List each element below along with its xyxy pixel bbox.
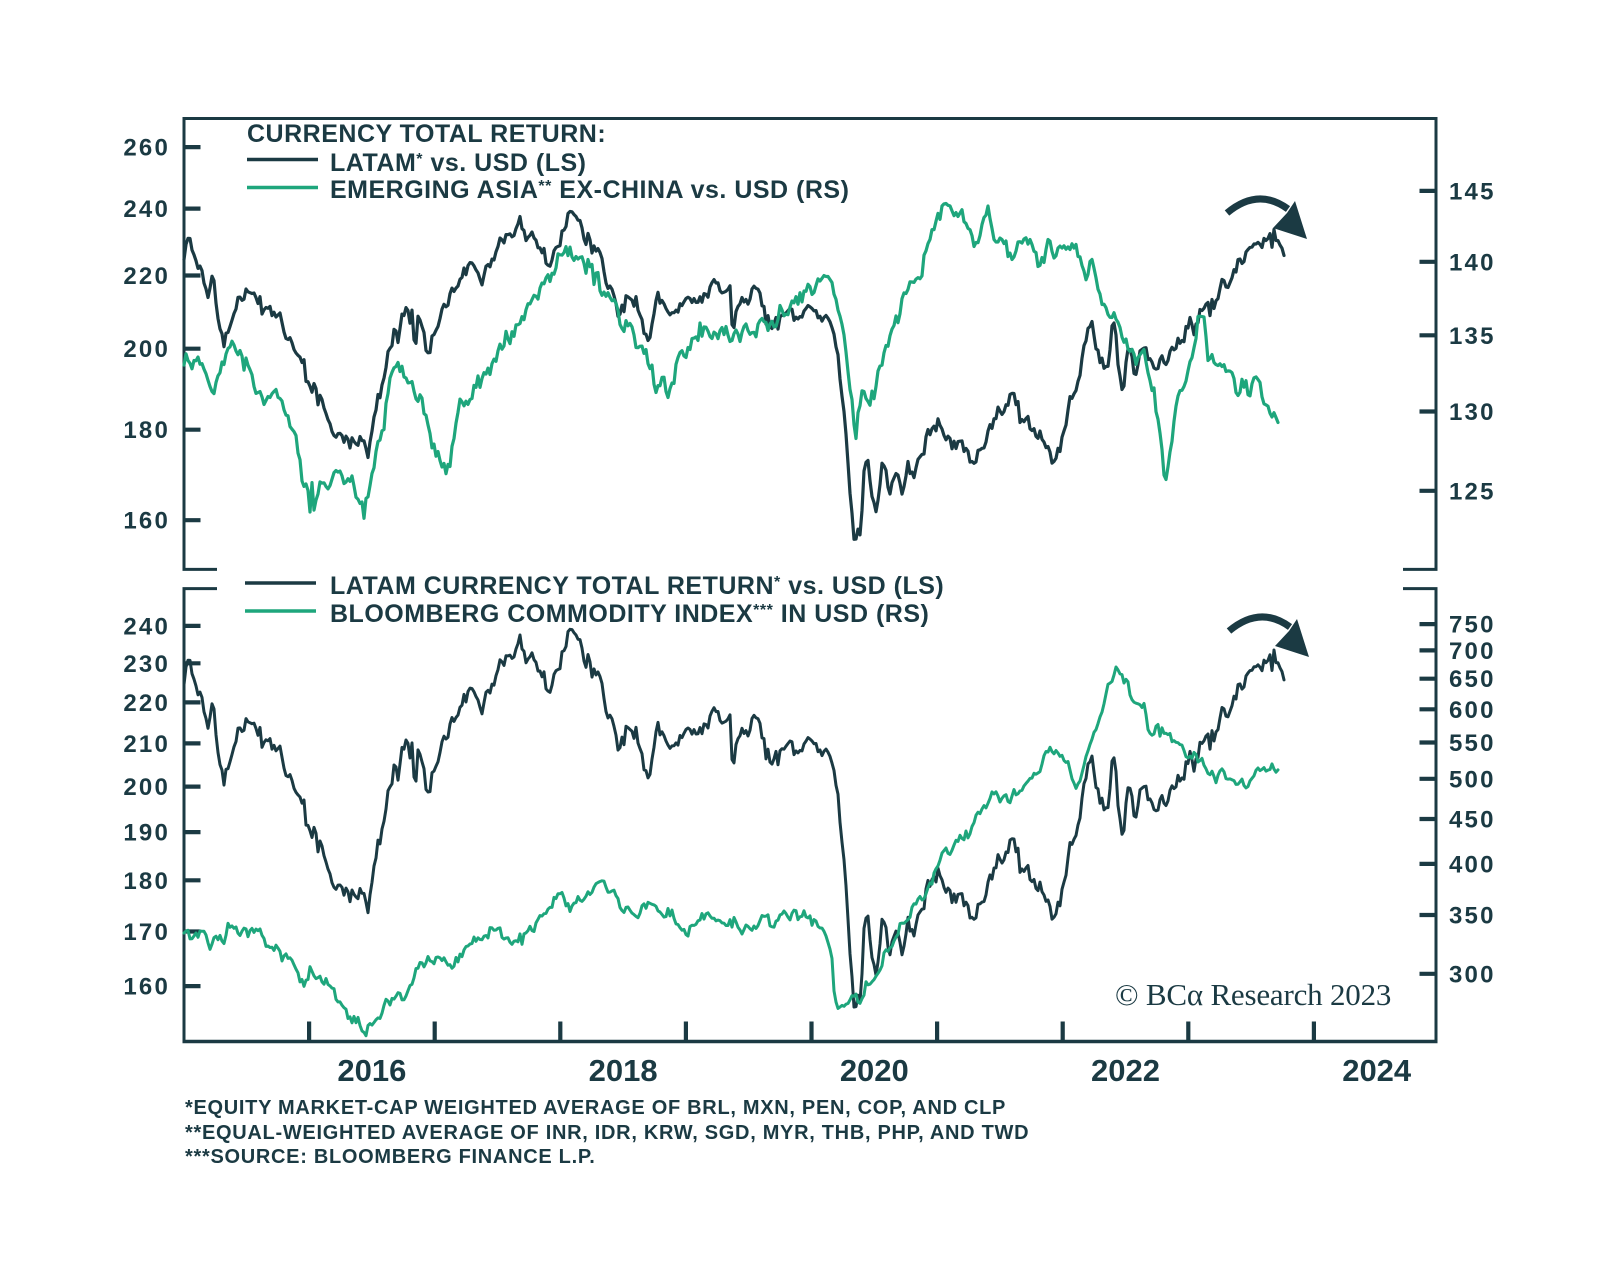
- svg-text:400: 400: [1449, 851, 1496, 878]
- svg-text:600: 600: [1449, 697, 1496, 724]
- svg-text:200: 200: [123, 336, 170, 363]
- svg-text:260: 260: [123, 135, 170, 162]
- svg-text:2016: 2016: [337, 1053, 406, 1088]
- svg-text:650: 650: [1449, 666, 1496, 693]
- svg-text:190: 190: [123, 820, 170, 847]
- svg-text:130: 130: [1449, 399, 1496, 426]
- svg-text:135: 135: [1449, 323, 1496, 350]
- svg-text:LATAM CURRENCY TOTAL RETURN* v: LATAM CURRENCY TOTAL RETURN* vs. USD (LS…: [330, 572, 944, 600]
- svg-text:200: 200: [123, 774, 170, 801]
- svg-text:160: 160: [123, 508, 170, 535]
- svg-text:*EQUITY MARKET-CAP WEIGHTED AV: *EQUITY MARKET-CAP WEIGHTED AVERAGE OF B…: [185, 1097, 1006, 1119]
- svg-text:700: 700: [1449, 638, 1496, 665]
- svg-text:LATAM* vs. USD (LS): LATAM* vs. USD (LS): [330, 149, 586, 177]
- svg-text:210: 210: [123, 731, 170, 758]
- svg-text:180: 180: [123, 417, 170, 444]
- svg-text:2024: 2024: [1342, 1053, 1412, 1088]
- svg-text:140: 140: [1449, 249, 1496, 276]
- svg-text:***SOURCE: BLOOMBERG FINANCE L: ***SOURCE: BLOOMBERG FINANCE L.P.: [185, 1146, 596, 1168]
- svg-text:CURRENCY TOTAL RETURN:: CURRENCY TOTAL RETURN:: [247, 120, 606, 148]
- svg-text:750: 750: [1449, 612, 1496, 639]
- svg-text:240: 240: [123, 196, 170, 223]
- svg-text:© BCα Research 2023: © BCα Research 2023: [1115, 977, 1391, 1012]
- svg-text:350: 350: [1449, 903, 1496, 930]
- svg-text:240: 240: [123, 613, 170, 640]
- svg-text:EMERGING ASIA** EX-CHINA vs. U: EMERGING ASIA** EX-CHINA vs. USD (RS): [330, 176, 849, 204]
- svg-text:220: 220: [123, 263, 170, 290]
- svg-text:550: 550: [1449, 730, 1496, 757]
- svg-text:450: 450: [1449, 807, 1496, 834]
- svg-text:500: 500: [1449, 766, 1496, 793]
- svg-text:220: 220: [123, 690, 170, 717]
- svg-text:170: 170: [123, 919, 170, 946]
- svg-text:BLOOMBERG COMMODITY INDEX*** I: BLOOMBERG COMMODITY INDEX*** IN USD (RS): [330, 600, 929, 628]
- svg-text:180: 180: [123, 868, 170, 895]
- svg-text:**EQUAL-WEIGHTED AVERAGE OF IN: **EQUAL-WEIGHTED AVERAGE OF INR, IDR, KR…: [185, 1122, 1029, 1144]
- svg-text:2022: 2022: [1091, 1053, 1160, 1088]
- svg-text:2020: 2020: [840, 1053, 909, 1088]
- svg-text:145: 145: [1449, 178, 1496, 205]
- svg-text:300: 300: [1449, 961, 1496, 988]
- svg-text:125: 125: [1449, 478, 1496, 505]
- svg-text:160: 160: [123, 974, 170, 1001]
- svg-text:230: 230: [123, 651, 170, 678]
- svg-text:2018: 2018: [589, 1053, 658, 1088]
